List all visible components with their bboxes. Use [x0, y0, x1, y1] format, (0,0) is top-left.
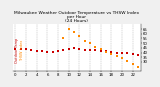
- Point: [30, 49, 33, 50]
- Point: [110, 54, 113, 55]
- Point: [62, 38, 65, 39]
- Point: [20, 48, 22, 50]
- Text: Outdoor Temp: Outdoor Temp: [15, 38, 19, 63]
- Point: [100, 50, 102, 51]
- Point: [121, 58, 123, 59]
- Point: [73, 31, 75, 33]
- Point: [14, 48, 17, 50]
- Point: [94, 46, 97, 48]
- Point: [84, 49, 86, 50]
- Point: [78, 48, 81, 50]
- Point: [89, 49, 91, 50]
- Point: [110, 51, 113, 52]
- Point: [126, 53, 129, 54]
- Point: [105, 51, 107, 52]
- Point: [137, 55, 139, 56]
- Point: [100, 48, 102, 50]
- Point: [36, 50, 38, 51]
- Point: [78, 35, 81, 36]
- Point: [73, 47, 75, 49]
- Point: [116, 56, 118, 57]
- Point: [84, 41, 86, 42]
- Point: [41, 50, 43, 51]
- Point: [126, 60, 129, 62]
- Point: [132, 63, 134, 65]
- Point: [137, 66, 139, 67]
- Point: [105, 50, 107, 51]
- Title: Milwaukee Weather Outdoor Temperature vs THSW Index
per Hour
(24 Hours): Milwaukee Weather Outdoor Temperature vs…: [14, 11, 139, 23]
- Point: [121, 52, 123, 53]
- Point: [89, 42, 91, 44]
- Point: [116, 52, 118, 53]
- Point: [46, 51, 49, 52]
- Point: [68, 28, 70, 30]
- Point: [52, 51, 54, 52]
- Point: [62, 49, 65, 50]
- Point: [132, 54, 134, 55]
- Text: THSW Index: THSW Index: [20, 39, 24, 61]
- Point: [94, 49, 97, 50]
- Point: [25, 48, 27, 50]
- Point: [68, 48, 70, 50]
- Point: [57, 50, 59, 51]
